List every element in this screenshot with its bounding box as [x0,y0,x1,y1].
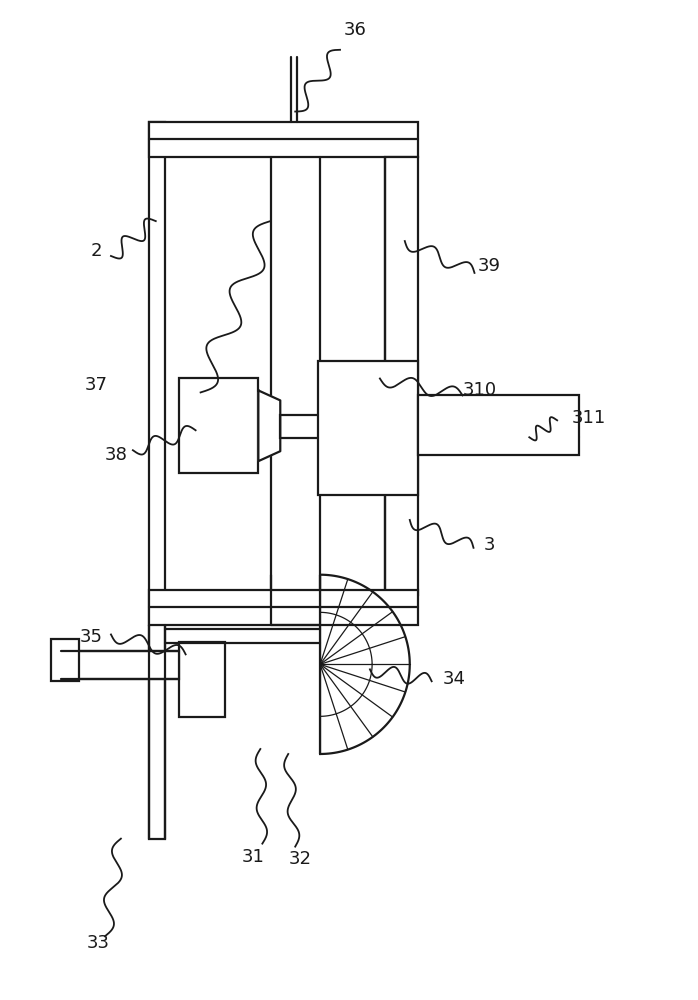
Bar [51,639,79,681]
Text: 38: 38 [105,446,127,464]
Text: 39: 39 [478,257,501,275]
Text: 3: 3 [484,536,495,554]
Bar [61,651,179,679]
Bar [149,122,417,157]
Bar [179,378,258,473]
Bar [149,122,165,839]
Text: 311: 311 [572,409,606,427]
Text: 35: 35 [80,628,103,646]
Text: 36: 36 [343,21,366,39]
Bar [385,157,417,595]
Text: 37: 37 [84,376,107,394]
Text: 32: 32 [289,850,312,868]
Bar [149,590,417,625]
Text: 34: 34 [443,670,466,688]
Bar [179,642,225,717]
Bar [318,361,417,495]
Bar [281,415,385,438]
Bar [417,395,579,455]
Text: 2: 2 [90,242,102,260]
Text: 31: 31 [242,848,265,866]
Text: 33: 33 [87,934,110,952]
Polygon shape [258,390,281,461]
Text: 310: 310 [462,381,496,399]
